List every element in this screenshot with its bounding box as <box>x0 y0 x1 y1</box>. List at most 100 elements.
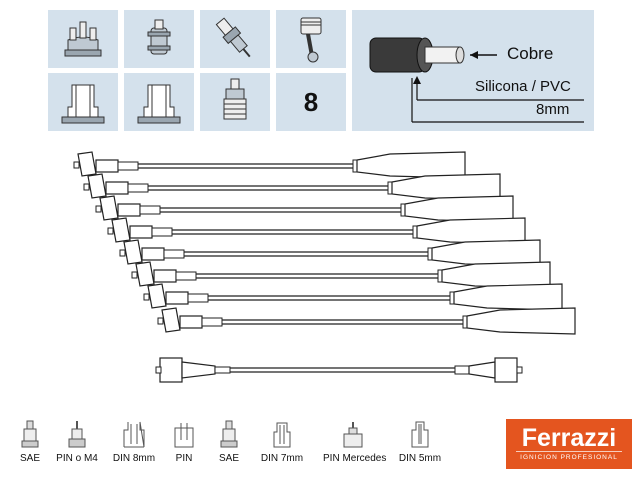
boot-collar <box>454 365 470 375</box>
terminal-din-8mm: DIN 8mm <box>104 420 164 464</box>
boot-sleeve <box>141 247 165 261</box>
din-socket-tile <box>124 73 194 131</box>
plug-boot <box>123 239 143 265</box>
plug-boot <box>161 307 181 333</box>
plug-boot-icon <box>223 78 247 120</box>
terminal-pin-mercedes: PIN Mercedes <box>323 420 387 464</box>
terminal-sae: SAE <box>0 420 60 464</box>
sae-terminal-icon <box>21 420 39 448</box>
din-socket-icon <box>137 84 181 124</box>
pin-mercedes-terminal-icon <box>343 422 363 448</box>
boot-collar <box>139 205 161 215</box>
coil-boot <box>391 173 501 201</box>
cable-spec-panel: Cobre Silicona / PVC 8mm <box>352 10 594 131</box>
boot-collar <box>214 366 231 374</box>
terminal-label: DIN 7mm <box>260 453 304 464</box>
din-socket-tile <box>48 73 118 131</box>
terminal-sae-2: SAE <box>199 420 259 464</box>
coil-lead-taper-right <box>468 361 496 379</box>
coil-lead-taper-left <box>181 361 216 379</box>
coil-boot <box>453 283 563 311</box>
din-socket-icon <box>61 84 105 124</box>
diameter-label: 8mm <box>536 101 570 118</box>
boot-clip <box>95 205 102 213</box>
boot-clip <box>143 293 150 301</box>
coil-boot <box>356 151 466 179</box>
terminal-din-7mm: DIN 7mm <box>252 420 312 464</box>
boot-collar <box>201 317 223 327</box>
boot-clip <box>131 271 138 279</box>
ignition-lead <box>131 261 551 289</box>
ignition-lead <box>73 151 466 179</box>
piston-icon <box>300 17 322 63</box>
plug-boot-tile <box>200 73 270 131</box>
boot-sleeve <box>129 225 153 239</box>
conductor-label: Cobre <box>507 44 554 63</box>
coil-lead-boot-right <box>494 357 518 383</box>
plug-boot <box>99 195 119 221</box>
boot-collar <box>151 227 173 237</box>
coil-boot <box>416 217 526 245</box>
spark-plug-tile <box>200 10 270 68</box>
boot-clip <box>119 249 126 257</box>
ignition-lead <box>143 283 563 311</box>
ignition-lead <box>157 307 576 335</box>
cable-cross-section-icon <box>369 37 584 123</box>
boot-clip <box>73 161 80 169</box>
boot-sleeve <box>179 315 203 329</box>
terminal-legend: SAE PIN o M4 DIN 8mm PIN SAE DIN 7mm PIN… <box>0 420 640 480</box>
distributor-cap-tile <box>48 10 118 68</box>
pin-m4-terminal-icon <box>68 421 86 448</box>
terminal-label: PIN <box>175 453 193 464</box>
ignition-coil-tile <box>124 10 194 68</box>
boot-clip <box>516 366 523 374</box>
piston-tile <box>276 10 346 68</box>
coil-lead-boot-left <box>159 357 183 383</box>
insulation-label: Silicona / PVC <box>475 78 571 95</box>
terminal-pin-m4: PIN o M4 <box>47 420 107 464</box>
terminal-pin: PIN <box>154 420 214 464</box>
ignition-lead <box>107 217 526 245</box>
logo-divider <box>516 451 622 452</box>
terminal-label: DIN 8mm <box>112 453 156 464</box>
terminal-label: DIN 5mm <box>398 453 442 464</box>
plug-boot <box>77 151 97 177</box>
boot-clip <box>157 317 164 325</box>
ignition-lead <box>83 173 501 201</box>
boot-clip <box>83 183 90 191</box>
din-5mm-terminal-icon <box>411 421 429 448</box>
boot-collar <box>127 183 149 193</box>
ignition-lead <box>119 239 541 267</box>
plug-boot <box>147 283 167 309</box>
plug-boot <box>111 217 131 243</box>
ignition-lead-set-drawing <box>73 151 576 383</box>
boot-clip <box>155 366 162 374</box>
brand-name: Ferrazzi <box>521 424 617 452</box>
ignition-lead <box>95 195 514 223</box>
din-7mm-terminal-icon <box>273 422 291 448</box>
boot-sleeve <box>105 181 129 195</box>
cylinder-count-tile: 8 <box>276 73 346 131</box>
boot-sleeve <box>95 159 119 173</box>
ferrazzi-logo: Ferrazzi IGNICION PROFESIONAL <box>506 419 632 469</box>
pin-terminal-icon <box>174 423 194 448</box>
boot-sleeve <box>153 269 177 283</box>
din-8mm-terminal-icon <box>123 421 145 448</box>
plug-boot <box>135 261 155 287</box>
terminal-label: SAE <box>19 453 40 464</box>
terminal-label: SAE <box>218 453 239 464</box>
spark-plug-icon <box>215 17 251 58</box>
terminal-label: PIN Mercedes <box>323 453 387 464</box>
terminal-din-5mm: DIN 5mm <box>390 420 450 464</box>
boot-collar <box>117 161 139 171</box>
boot-clip <box>107 227 114 235</box>
plug-boot <box>87 173 107 199</box>
coil-boot <box>404 195 514 223</box>
distributor-cap-icon <box>64 21 102 57</box>
coil-boot <box>441 261 551 289</box>
brand-tagline: IGNICION PROFESIONAL <box>520 454 618 461</box>
sae-terminal-icon <box>220 420 238 448</box>
boot-collar <box>175 271 197 281</box>
ignition-coil-icon <box>147 19 171 55</box>
terminal-label: PIN o M4 <box>56 453 98 464</box>
